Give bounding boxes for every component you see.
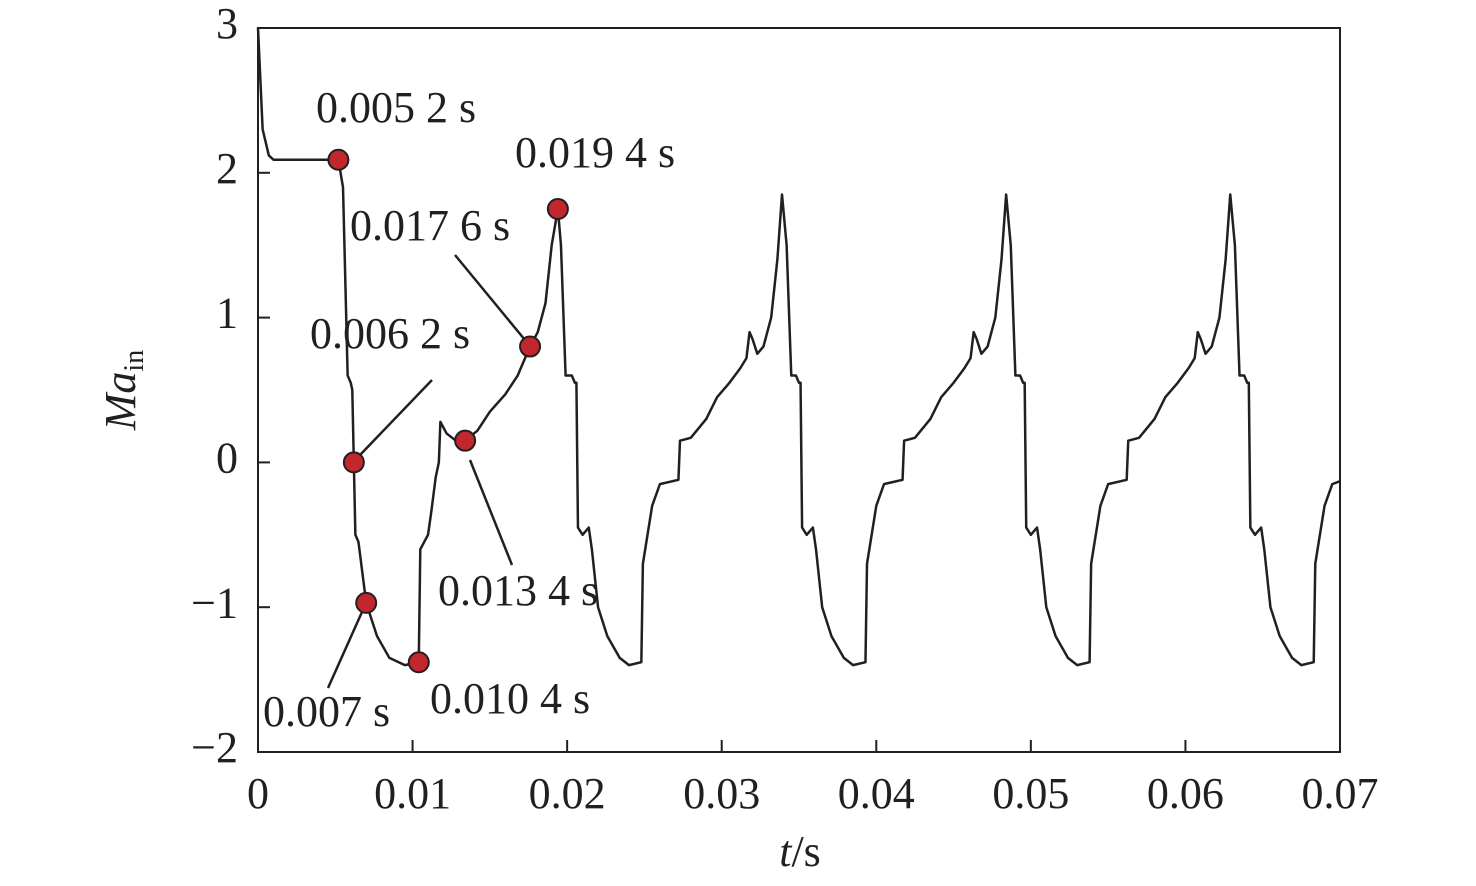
x-tick-label: 0: [247, 769, 269, 818]
point-marker: [407, 651, 430, 674]
x-tick-label: 0.06: [1147, 769, 1224, 818]
annotation-label: 0.013 4 s: [438, 566, 598, 615]
y-tick-label: 1: [216, 289, 238, 338]
y-tick-label: 2: [216, 144, 238, 193]
annotation-label: 0.007 s: [263, 687, 390, 736]
leader-line: [359, 379, 433, 456]
point-marker: [454, 429, 477, 452]
y-tick-label: 3: [216, 0, 238, 48]
leader-line: [454, 254, 526, 341]
x-tick-label: 0.02: [529, 769, 606, 818]
plot-frame: [257, 27, 1341, 753]
x-tick-label: 0.05: [992, 769, 1069, 818]
y-tick-label: −2: [191, 723, 238, 772]
annotation-label: 0.010 4 s: [430, 674, 590, 723]
x-tick-label: 0.04: [838, 769, 915, 818]
annotation-label: 0.017 6 s: [350, 201, 510, 250]
point-marker: [327, 148, 350, 171]
point-marker: [519, 335, 542, 358]
leader-line: [468, 459, 514, 566]
x-tick-label: 0.01: [374, 769, 451, 818]
point-marker: [546, 198, 569, 220]
y-tick-label: 0: [216, 433, 238, 482]
annotation-label: 0.019 4 s: [515, 128, 675, 177]
point-marker: [342, 451, 365, 474]
leader-line: [326, 611, 364, 689]
y-label-main: Ma: [96, 372, 145, 432]
x-label-var: t: [779, 827, 793, 876]
y-label-sub: in: [119, 350, 150, 372]
point-marker: [355, 591, 378, 614]
x-label-unit: /s: [791, 827, 820, 876]
annotation-label: 0.006 2 s: [310, 309, 470, 358]
annotation-label: 0.005 2 s: [316, 83, 476, 132]
y-axis-label: Main: [96, 350, 150, 431]
x-axis-label: t/s: [779, 827, 821, 876]
x-tick-label: 0.03: [683, 769, 760, 818]
x-tick-label: 0.07: [1302, 769, 1379, 818]
y-tick-label: −1: [191, 578, 238, 627]
